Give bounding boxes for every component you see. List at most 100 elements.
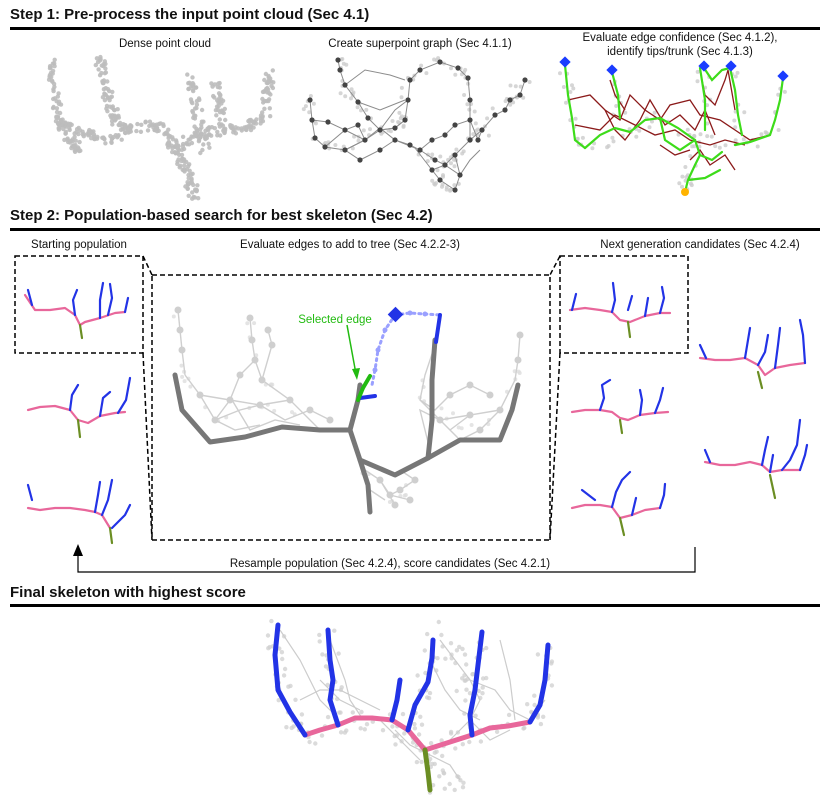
- cloud-point: [419, 722, 425, 727]
- cloud-point: [184, 142, 190, 147]
- cloud-point: [460, 785, 466, 790]
- cloud-point: [269, 618, 274, 624]
- cloud-point: [425, 159, 430, 164]
- cloud-point: [217, 110, 223, 115]
- dense-cloud-caption: Dense point cloud: [118, 38, 212, 50]
- center-graph-node: [306, 406, 314, 414]
- cloud-point: [254, 117, 259, 122]
- cloud-point: [94, 56, 100, 61]
- cloud-point: [102, 92, 107, 97]
- cloud-point: [350, 710, 355, 715]
- center-graph-node: [264, 326, 272, 334]
- superpoint-node: [452, 187, 458, 193]
- superpoint-node: [407, 142, 413, 148]
- cloud-point: [402, 731, 407, 736]
- superpoint-node: [457, 172, 463, 178]
- cloud-point: [103, 141, 108, 146]
- cloud-point: [459, 426, 464, 431]
- cloud-point: [755, 144, 760, 149]
- cloud-point: [437, 774, 442, 779]
- superpoint-node: [452, 122, 458, 128]
- cloud-point: [192, 195, 198, 200]
- cloud-point: [254, 353, 259, 358]
- resample-loop-arrow: [77, 547, 696, 573]
- cloud-point: [506, 712, 512, 718]
- cloud-point: [103, 61, 108, 67]
- cloud-point: [362, 727, 367, 732]
- cloud-point: [448, 731, 454, 736]
- cloud-point: [123, 130, 128, 136]
- cloud-point: [179, 147, 185, 152]
- cloud-point: [460, 646, 465, 652]
- cloud-point: [403, 493, 408, 497]
- cloud-point: [525, 702, 530, 707]
- cloud-point: [307, 110, 312, 115]
- cloud-point: [317, 632, 322, 638]
- cloud-point: [439, 632, 444, 638]
- superpoint-node: [362, 137, 368, 143]
- cloud-point: [186, 164, 191, 169]
- cloud-point: [231, 130, 236, 135]
- cloud-point: [463, 67, 468, 72]
- cloud-point: [216, 81, 221, 86]
- superpoint-node: [465, 75, 471, 81]
- cloud-point: [390, 119, 395, 123]
- cloud-point: [434, 181, 438, 186]
- cloud-point: [529, 709, 534, 715]
- cloud-point: [166, 134, 171, 139]
- cloud-point: [441, 771, 447, 776]
- cloud-point: [356, 138, 361, 143]
- step3-divider: [10, 604, 820, 607]
- cloud-point: [189, 180, 195, 185]
- cloud-point: [111, 134, 116, 140]
- cloud-point: [541, 714, 546, 719]
- cloud-point: [244, 126, 249, 131]
- cloud-point: [279, 650, 285, 655]
- superpoint-node: [365, 115, 371, 121]
- cloud-point: [419, 63, 424, 68]
- cloud-point: [101, 81, 106, 86]
- cloud-point: [422, 648, 427, 653]
- cloud-point: [102, 98, 108, 103]
- cloud-point: [435, 168, 440, 173]
- cloud-point: [705, 121, 710, 126]
- cloud-point: [54, 106, 60, 111]
- cloud-point: [323, 664, 329, 669]
- cloud-point: [49, 78, 55, 83]
- cloud-point: [573, 116, 578, 121]
- cloud-point: [427, 690, 433, 696]
- cloud-point: [103, 66, 108, 71]
- cloud-point: [438, 154, 443, 159]
- cloud-point: [390, 724, 395, 729]
- cloud-point: [272, 408, 277, 413]
- cloud-point: [212, 82, 218, 87]
- cloud-point: [74, 127, 80, 132]
- cloud-point: [451, 411, 455, 416]
- center-graph-node: [496, 406, 504, 414]
- cloud-point: [549, 683, 555, 688]
- selected-edge-label: Selected edge: [298, 314, 372, 326]
- superpoint-node: [492, 112, 498, 118]
- cloud-point: [457, 644, 462, 650]
- cloud-point: [262, 106, 267, 112]
- next-skeleton-3: [570, 470, 667, 537]
- cloud-point: [258, 118, 264, 124]
- cloud-point: [464, 687, 469, 692]
- cloud-point: [149, 122, 154, 128]
- cloud-point: [250, 119, 256, 124]
- cloud-point: [218, 133, 223, 138]
- step1-title: Step 1: Pre-process the input point clou…: [10, 6, 370, 23]
- cloud-point: [513, 84, 518, 89]
- superpoint-node: [322, 144, 328, 150]
- cloud-point: [444, 187, 449, 192]
- cloud-point: [266, 78, 271, 84]
- cloud-point: [134, 128, 139, 134]
- cloud-point: [430, 178, 435, 183]
- cloud-point: [695, 79, 700, 84]
- cloud-point: [216, 103, 221, 109]
- cloud-point: [51, 88, 56, 94]
- zoom-boxes: [14, 255, 689, 541]
- center-graph-node: [226, 396, 234, 404]
- cloud-point: [262, 98, 267, 104]
